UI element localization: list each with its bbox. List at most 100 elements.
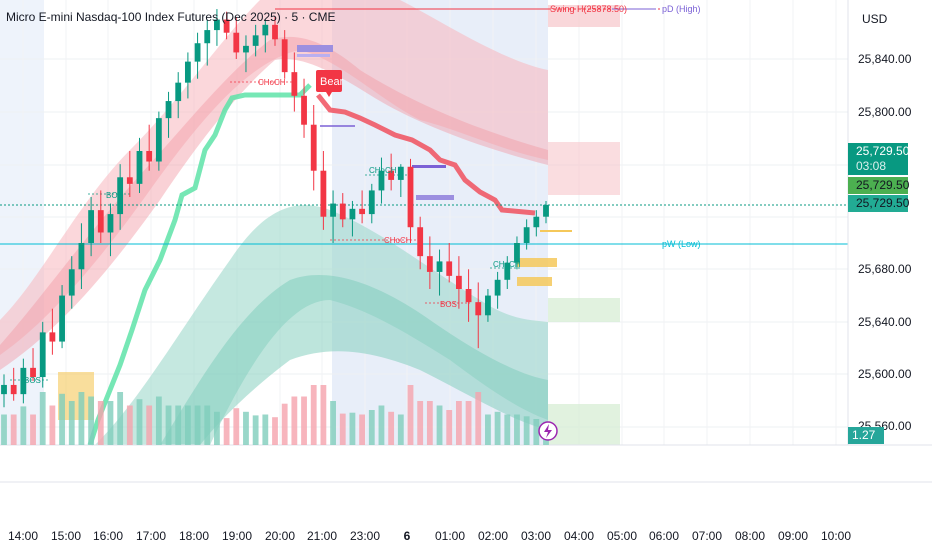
currency-label[interactable]: USD — [862, 12, 888, 26]
x-tick-label: 09:00 — [777, 529, 809, 543]
candle-body — [514, 243, 520, 263]
last-price-tag: 25,729.50 03:08 — [848, 143, 909, 175]
x-tick-label: 23:00 — [349, 529, 381, 543]
volume-bar — [417, 401, 424, 445]
candle-body — [504, 262, 511, 280]
x-tick-label: 08:00 — [734, 529, 766, 543]
candle-body — [426, 256, 433, 272]
volume-bar — [204, 405, 211, 445]
volume-bar — [194, 405, 201, 445]
candle-body — [223, 19, 230, 33]
volume-tag: 1.27 K — [848, 427, 884, 459]
candle-body — [485, 295, 491, 316]
volume-bar — [233, 408, 240, 445]
choch-label-4: CHoCH — [493, 260, 521, 269]
candle-body — [378, 170, 385, 191]
volume-bar — [494, 411, 501, 445]
candle-body — [330, 203, 336, 217]
candle-body — [20, 367, 27, 395]
volume-bar — [49, 405, 56, 445]
volume-bar — [10, 414, 17, 445]
candle-body — [339, 203, 346, 220]
volume-bar — [39, 392, 46, 445]
volume-bar — [397, 414, 404, 445]
candle-body — [436, 261, 443, 272]
x-tick-label: 04:00 — [563, 529, 595, 543]
y-tick-label: 25,840.00 — [858, 52, 912, 66]
x-tick-label: 6 — [403, 529, 411, 543]
volume-bar — [514, 414, 520, 445]
volume-bar — [214, 411, 220, 445]
candle-body — [117, 177, 124, 215]
volume-bar — [252, 415, 259, 445]
volume-bar — [436, 405, 443, 445]
candle-body — [310, 124, 317, 171]
volume-bar — [97, 401, 104, 445]
volume-bar — [378, 405, 385, 445]
volume-bar — [426, 401, 433, 445]
volume-bar — [523, 416, 530, 445]
x-tick-label: 02:00 — [477, 529, 509, 543]
volume-bar — [368, 410, 375, 445]
candle-body — [204, 30, 211, 44]
volume-bar — [407, 385, 414, 445]
candle-body — [533, 216, 540, 228]
pd-high-label: pD (High) — [662, 4, 701, 14]
volume-bar — [126, 405, 133, 445]
candle-body — [68, 269, 75, 296]
choch-label-3: CHoCH — [384, 236, 412, 245]
volume-bar — [272, 417, 278, 445]
candle-body — [291, 72, 298, 96]
volume-bar — [291, 396, 298, 445]
candle-body — [262, 24, 269, 36]
x-tick-label: 10:00 — [820, 529, 852, 543]
candle-body — [97, 210, 104, 233]
volume-bar — [155, 396, 162, 445]
volume-bar — [320, 385, 327, 445]
candle-body — [10, 384, 17, 395]
volume-bar — [117, 392, 124, 445]
countdown-value: 03:08 — [856, 159, 887, 173]
candle-body — [455, 275, 462, 289]
volume-bar — [107, 401, 114, 445]
x-tick-label: 16:00 — [92, 529, 124, 543]
candle-body — [184, 61, 191, 83]
x-tick-label: 17:00 — [135, 529, 167, 543]
candle-body — [301, 95, 307, 125]
x-tick-label: 15:00 — [50, 529, 82, 543]
candle-body — [543, 204, 549, 217]
candle-body — [88, 210, 95, 243]
x-tick-label: 07:00 — [691, 529, 723, 543]
price-tag: 25,729.50 — [848, 195, 909, 212]
candle-body — [446, 261, 453, 276]
volume-bar — [504, 414, 511, 445]
x-tick-label: 14:00 — [7, 529, 39, 543]
candle-body — [146, 151, 153, 162]
candle-body — [107, 214, 114, 233]
volume-bar — [446, 410, 453, 445]
volume-bar — [30, 414, 36, 445]
y-tick-label: 25,800.00 — [858, 105, 912, 119]
candle-body — [49, 332, 56, 342]
price-tag: 25,729.50 — [848, 177, 909, 194]
volume-bar — [146, 405, 153, 445]
candle-body — [281, 39, 288, 73]
volume-bar — [485, 414, 491, 445]
x-tick-label: 18:00 — [178, 529, 210, 543]
bos-label-3: BOS — [440, 300, 457, 309]
lightning-icon[interactable] — [538, 421, 558, 441]
choch-label-1: CHoCH — [258, 78, 286, 87]
volume-bar — [165, 405, 172, 445]
price-tag: 25,722.72 — [856, 215, 910, 229]
swing-high-label: Swing H(25878.50) — [550, 4, 627, 14]
y-tick-label: 25,640.00 — [858, 315, 912, 329]
volume-bar — [78, 392, 85, 445]
bos-label-1: BOS — [106, 191, 123, 200]
candle-body — [30, 367, 36, 378]
candle-body — [136, 151, 143, 184]
volume-bar — [243, 411, 249, 445]
candle-body — [494, 279, 501, 296]
candle-body — [126, 177, 133, 184]
volume-bar — [388, 411, 395, 445]
